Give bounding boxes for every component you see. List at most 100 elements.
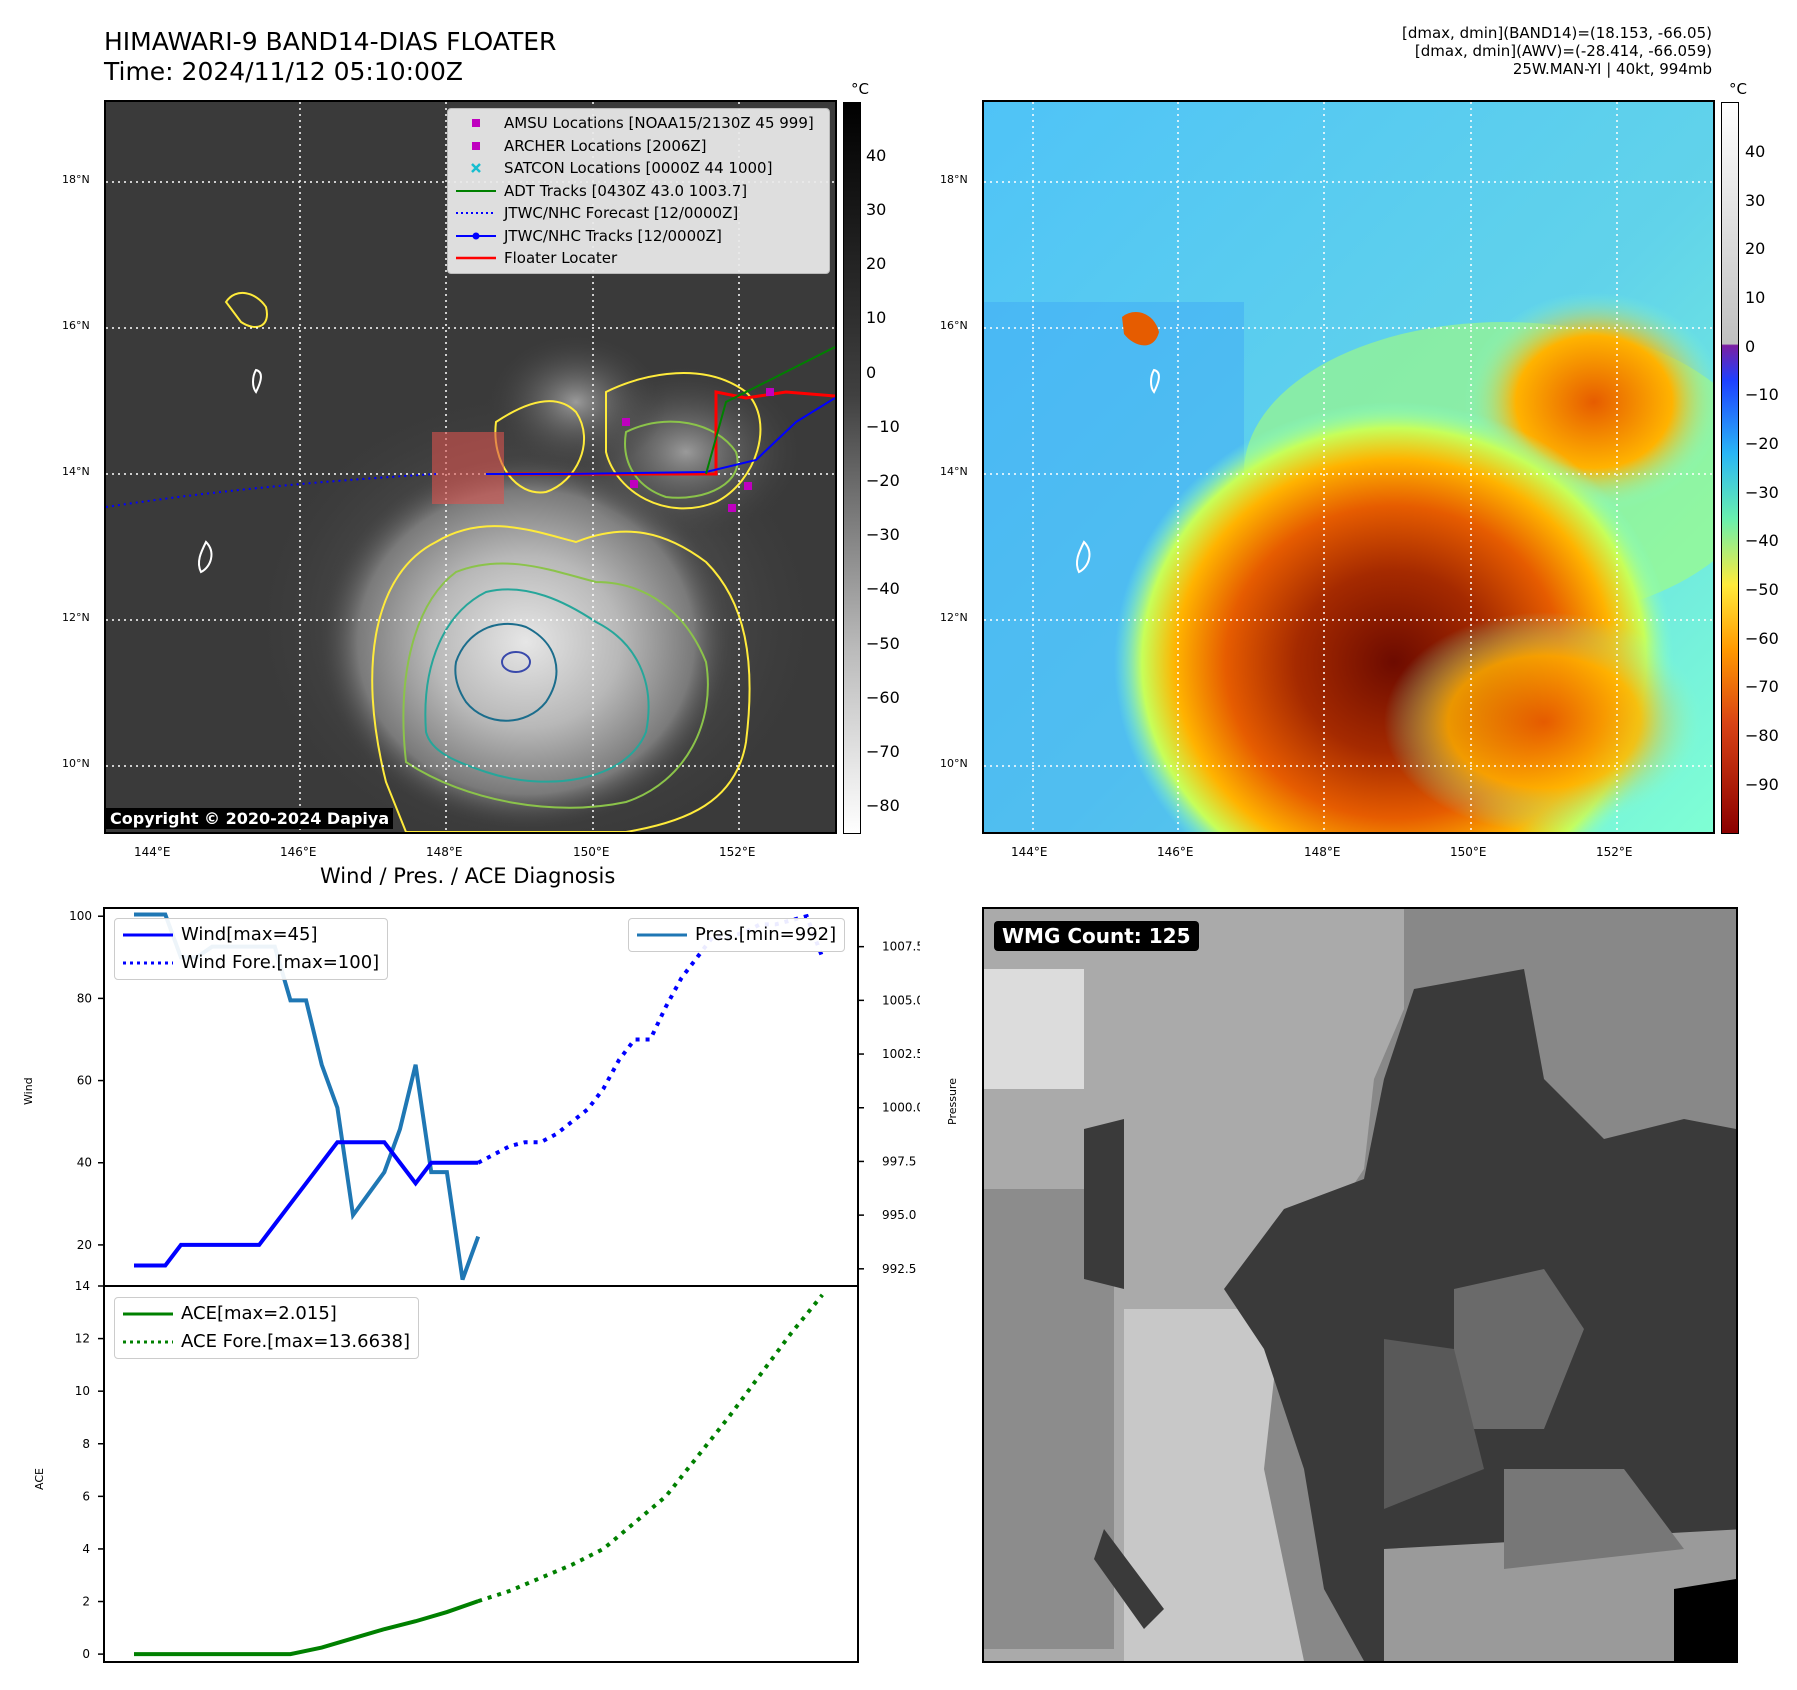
colorbar-tick: 0	[866, 363, 877, 382]
lat-label: 16°N	[62, 319, 90, 332]
copyright-label: Copyright © 2020-2024 Dapiya	[106, 808, 394, 829]
lon-label: 144°E	[134, 845, 171, 859]
ace-axes-frame	[103, 1285, 859, 1663]
lon-label: 150°E	[1450, 845, 1487, 859]
colorbar-tick: −10	[1745, 385, 1779, 404]
wmg-panel: WMG Count: 125	[982, 907, 1738, 1663]
legend-label: Wind[max=45]	[181, 924, 318, 945]
legend-item-adt: ADT Tracks [0430Z 43.0 1003.7]	[456, 180, 821, 203]
legend-label: JTWC/NHC Forecast [12/0000Z]	[504, 204, 739, 222]
awv-map-image	[984, 102, 1713, 832]
legend-label: AMSU Locations [NOAA15/2130Z 45 999]	[504, 114, 814, 132]
map-legend: AMSU Locations [NOAA15/2130Z 45 999] ARC…	[447, 108, 830, 274]
wind-tick-label: 100	[69, 909, 92, 923]
colorbar-tick: −70	[1745, 677, 1779, 696]
lat-label: 10°N	[940, 757, 968, 770]
info-storm: 25W.MAN-YI | 40kt, 994mb	[1512, 60, 1712, 78]
ace-tick-label: 8	[82, 1437, 90, 1451]
lat-label: 12°N	[940, 611, 968, 624]
wind-legend: Wind[max=45] Wind Fore.[max=100]	[114, 918, 389, 980]
info-awv-range: [dmax, dmin](AWV)=(-28.414, -66.059)	[1414, 42, 1712, 60]
pressure-tick-label: 995.0	[882, 1208, 916, 1222]
wind-forecast-series-line	[477, 913, 825, 1165]
colorbar-tick: 20	[1745, 239, 1766, 258]
legend-item-pres: Pres.[min=992]	[637, 921, 836, 949]
colorbar-tick: −90	[1745, 775, 1779, 794]
legend-label: Pres.[min=992]	[695, 924, 837, 945]
lat-label: 14°N	[62, 465, 90, 478]
lon-label: 146°E	[1157, 845, 1194, 859]
ace-tick-label: 2	[82, 1595, 90, 1609]
legend-item-wind-fore: Wind Fore.[max=100]	[123, 949, 379, 977]
wind-axis: 100 80 60 40 20	[69, 909, 104, 1252]
dotted-line-icon	[123, 953, 173, 973]
colorbar-tick: 10	[1745, 288, 1766, 307]
title-satellite: HIMAWARI-9 BAND14-DIAS FLOATER	[104, 27, 557, 56]
lat-label: 18°N	[940, 173, 968, 186]
legend-item-forecast: JTWC/NHC Forecast [12/0000Z]	[456, 202, 821, 225]
awv-map-panel	[982, 100, 1715, 834]
colorbar-tick: −30	[1745, 483, 1779, 502]
colorbar-tick: 40	[866, 146, 887, 165]
wmg-image	[984, 909, 1736, 1661]
colorbar-tick: −70	[866, 742, 900, 761]
line-dot-icon	[456, 226, 496, 246]
legend-label: Floater Locater	[504, 249, 618, 267]
ace-tick-label: 4	[82, 1542, 90, 1556]
colorbar-tick: −10	[866, 417, 900, 436]
series-layer	[134, 912, 825, 1657]
colorbar-tick: −40	[866, 579, 900, 598]
legend-label: JTWC/NHC Tracks [12/0000Z]	[504, 226, 722, 245]
pressure-tick-label: 1002.5	[882, 1047, 920, 1061]
ace-tick-label: 14	[75, 1279, 90, 1293]
lon-label: 146°E	[280, 845, 317, 859]
lat-label: 16°N	[940, 319, 968, 332]
wind-series-line	[134, 1140, 479, 1268]
colorbar-tick: −60	[866, 688, 900, 707]
dotted-line-icon	[456, 203, 496, 223]
figure-title: HIMAWARI-9 BAND14-DIAS FLOATER Time: 202…	[104, 27, 556, 87]
colorbar-tick: −60	[1745, 629, 1779, 648]
colorbar-left	[843, 102, 861, 834]
line-marker-icon	[456, 248, 496, 268]
lon-label: 148°E	[1304, 845, 1341, 859]
ace-ylabel: ACE	[33, 1468, 46, 1490]
colorbar-tick: 20	[866, 254, 887, 273]
wind-tick-label: 80	[77, 991, 92, 1005]
colorbar-tick: −80	[866, 796, 900, 815]
solid-line-icon	[123, 925, 173, 945]
ir-map-panel: AMSU Locations [NOAA15/2130Z 45 999] ARC…	[104, 100, 837, 834]
legend-item-floater: Floater Locater	[456, 247, 821, 270]
colorbar-tick: −20	[1745, 434, 1779, 453]
pressure-tick-label: 1005.0	[882, 993, 920, 1007]
ace-tick-label: 12	[75, 1332, 90, 1346]
colorbar-right	[1721, 102, 1739, 834]
legend-label: SATCON Locations [0000Z 44 1000]	[504, 159, 773, 177]
lon-label: 150°E	[573, 845, 610, 859]
legend-label: ACE Fore.[max=13.6638]	[181, 1331, 410, 1352]
lon-label: 148°E	[426, 845, 463, 859]
ace-tick-label: 10	[75, 1384, 90, 1398]
lat-label: 18°N	[62, 173, 90, 186]
pressure-ylabel: Pressure	[946, 1078, 959, 1125]
ace-forecast-series-line	[477, 1293, 824, 1604]
pressure-legend: Pres.[min=992]	[628, 918, 846, 952]
info-block: [dmax, dmin](BAND14)=(18.153, -66.05) [d…	[1402, 24, 1712, 78]
solid-line-icon	[123, 1304, 173, 1324]
colorbar-tick: −20	[866, 471, 900, 490]
legend-label: ACE[max=2.015]	[181, 1303, 337, 1324]
wind-tick-label: 60	[77, 1074, 92, 1088]
colorbar-tick: −50	[866, 634, 900, 653]
legend-item-ace-fore: ACE Fore.[max=13.6638]	[123, 1328, 410, 1356]
square-marker-icon	[456, 113, 496, 133]
legend-item-wind: Wind[max=45]	[123, 921, 379, 949]
ace-series-line	[134, 1599, 479, 1657]
legend-label: Wind Fore.[max=100]	[181, 952, 380, 973]
legend-item-ace: ACE[max=2.015]	[123, 1300, 410, 1328]
lat-label: 14°N	[940, 465, 968, 478]
colorbar-unit: °C	[1729, 80, 1747, 98]
pressure-tick-label: 1000.0	[882, 1101, 920, 1115]
lat-label: 12°N	[62, 611, 90, 624]
lon-label: 152°E	[1596, 845, 1633, 859]
